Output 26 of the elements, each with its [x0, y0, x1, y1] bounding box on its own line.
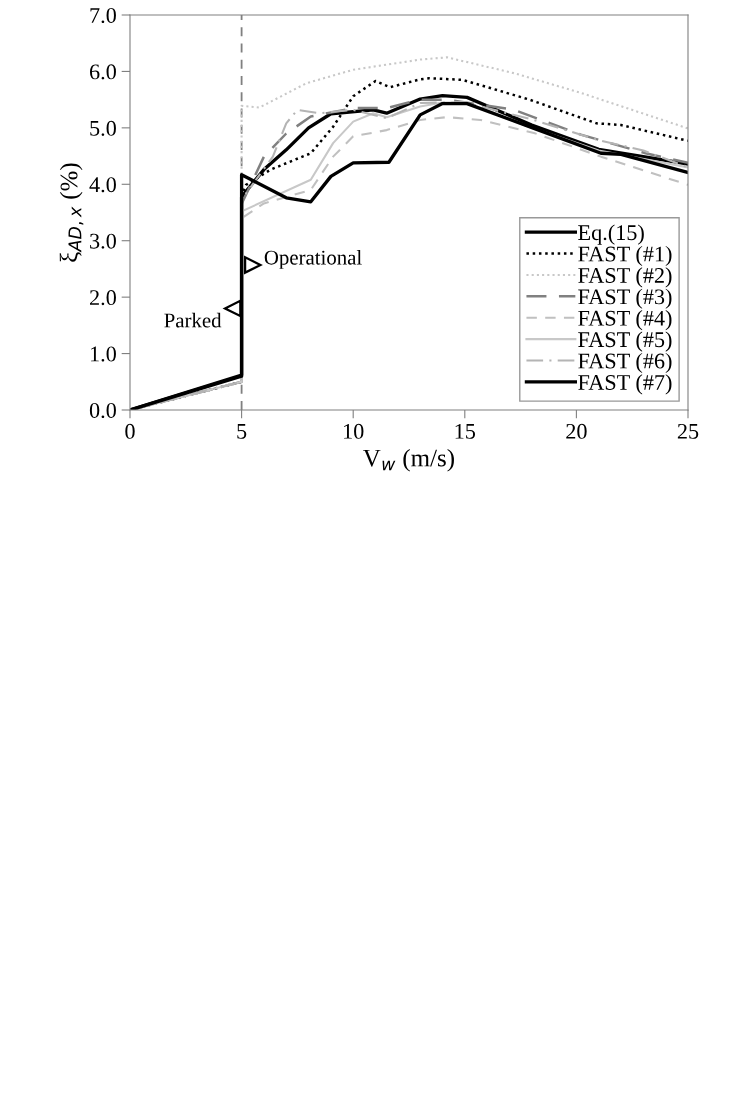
legend-label: FAST (#2) [578, 267, 672, 288]
legend-label: Eq.(15) [578, 224, 644, 245]
x-tick-label: 0 [125, 423, 135, 439]
annotation: Operational [264, 249, 362, 269]
y-tick-label: 3.0 [90, 233, 116, 249]
y-tick-label: 5.0 [90, 120, 116, 136]
legend-label: FAST (#6) [578, 352, 672, 374]
x-tick-label: 5 [237, 424, 247, 439]
x-tick-label: 20 [566, 423, 587, 439]
legend-label: FAST (#7) [578, 374, 672, 395]
annotation: Parked [164, 312, 222, 328]
y-tick-label: 7.0 [90, 7, 116, 24]
y-tick-label: 0.0 [89, 402, 116, 419]
x-axis-title: V$_{w}$ (m/s) [363, 448, 454, 472]
legend-label: FAST (#4) [578, 310, 672, 331]
y-tick-label: 2.0 [90, 290, 116, 306]
legend-label: FAST (#3) [578, 288, 672, 309]
y-tick-label: 4.0 [89, 177, 116, 193]
x-tick-label: 25 [677, 423, 699, 439]
y-tick-label: 1.0 [90, 346, 116, 362]
legend-label: FAST (#5) [578, 331, 672, 352]
x-tick-label: 10 [344, 423, 364, 439]
y-axis-title: ξ$_{AD,x}$ (%) [59, 163, 84, 262]
x-tick-label: 15 [455, 423, 476, 439]
y-tick-label: 6.0 [89, 64, 116, 80]
legend-label: FAST (#1) [578, 245, 672, 267]
